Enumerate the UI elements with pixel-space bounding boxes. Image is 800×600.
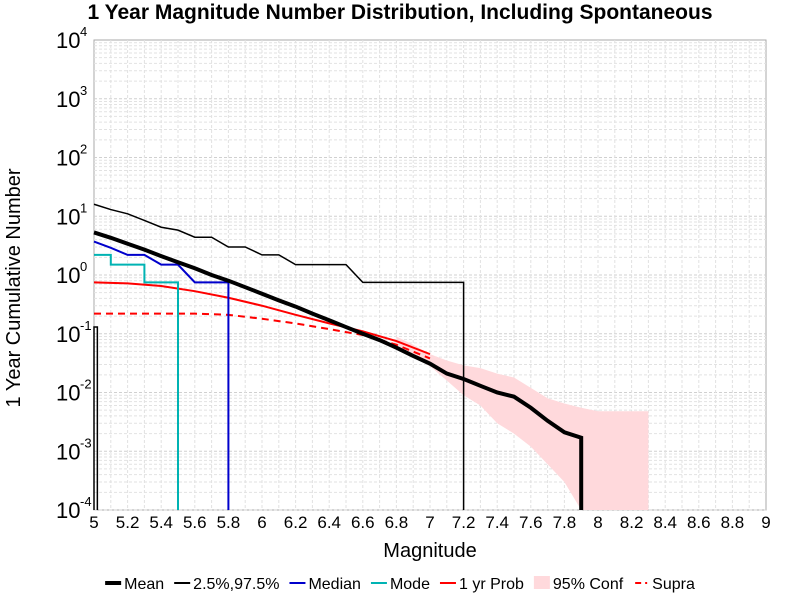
legend-label: 95% Conf [553,576,624,593]
y-tick-exponent: 4 [80,24,87,39]
y-tick-exponent: 2 [80,142,87,157]
legend-label: Supra [652,576,695,593]
legend-label: 2.5%,97.5% [193,576,279,593]
y-tick-exponent: 0 [80,259,87,274]
x-tick-label: 5 [89,513,98,532]
y-tick-label: 10 [56,28,80,53]
y-tick-exponent: -4 [80,494,92,509]
legend-item-mean: Mean [105,576,164,593]
confidence-band [396,336,649,510]
x-axis-label: Magnitude [383,540,476,562]
grid-lines [94,40,766,511]
x-tick-label: 8 [593,513,602,532]
x-tick-label: 7.2 [452,513,476,532]
series-layer [93,203,649,510]
y-tick-exponent: -1 [80,318,92,333]
series-line-median [93,240,230,510]
y-tick-label: 10 [56,498,80,523]
x-tick-label: 5.8 [217,513,241,532]
y-tick-label: 10 [56,322,80,347]
x-tick-label: 8.8 [721,513,745,532]
x-tick-label: 7 [425,513,434,532]
legend-label: 1 yr Prob [459,576,524,593]
x-tick-label: 5.4 [149,513,173,532]
y-tick-label: 10 [56,146,80,171]
legend-label: Mean [124,576,164,593]
legend-item-2-5-97-5-: 2.5%,97.5% [174,576,279,593]
x-tick-label: 6 [257,513,266,532]
chart-title: 1 Year Magnitude Number Distribution, In… [88,1,713,24]
y-axis-label: 1 Year Cumulative Number [3,168,25,407]
series-line-2-5-97-5- [93,203,465,510]
x-tick-label: 7.4 [485,513,509,532]
series-line-mode [94,253,179,510]
y-tick-label: 10 [56,87,80,112]
x-tick-label: 5.2 [116,513,140,532]
x-tick-label: 6.8 [385,513,409,532]
y-tick-label: 10 [56,204,80,229]
x-tick-label: 9 [761,513,770,532]
legend-item-95-conf: 95% Conf [533,576,624,593]
legend-label: Median [308,576,360,593]
y-tick-label: 10 [56,263,80,288]
x-tick-label: 6.6 [351,513,375,532]
legend-label: Mode [390,576,430,593]
x-tick-label: 8.6 [687,513,711,532]
legend: Mean 2.5%,97.5% Median Mode 1 yr Prob 95% Con… [105,576,695,593]
series-line-1-yr-prob [93,281,431,356]
x-tick-label: 8.4 [653,513,677,532]
series-line-mean [93,230,584,510]
y-tick-exponent: 3 [80,83,87,98]
y-tick-exponent: -2 [80,377,92,392]
x-tick-label: 7.8 [553,513,577,532]
x-tick-label: 6.4 [317,513,341,532]
y-tick-label: 10 [56,439,80,464]
y-tick-label: 10 [56,381,80,406]
legend-item-1-yr-prob: 1 yr Prob [439,576,524,593]
series-line-2-5-97-5-lower [93,326,99,510]
x-tick-label: 8.2 [620,513,644,532]
x-tick-labels: 5 5.2 5.4 5.6 5.8 6 6.2 6.4 6.6 6.8 7 7.2 7.4 7.6 7.8 8… [89,513,770,532]
legend-swatch [533,576,550,589]
x-tick-label: 6.2 [284,513,308,532]
y-tick-exponent: 1 [80,200,87,215]
legend-item-median: Median [289,576,361,593]
legend-item-supra: Supra [635,576,695,593]
x-tick-label: 7.6 [519,513,543,532]
y-tick-exponent: -3 [80,435,92,450]
legend-item-mode: Mode [370,576,430,593]
x-tick-label: 5.6 [183,513,207,532]
